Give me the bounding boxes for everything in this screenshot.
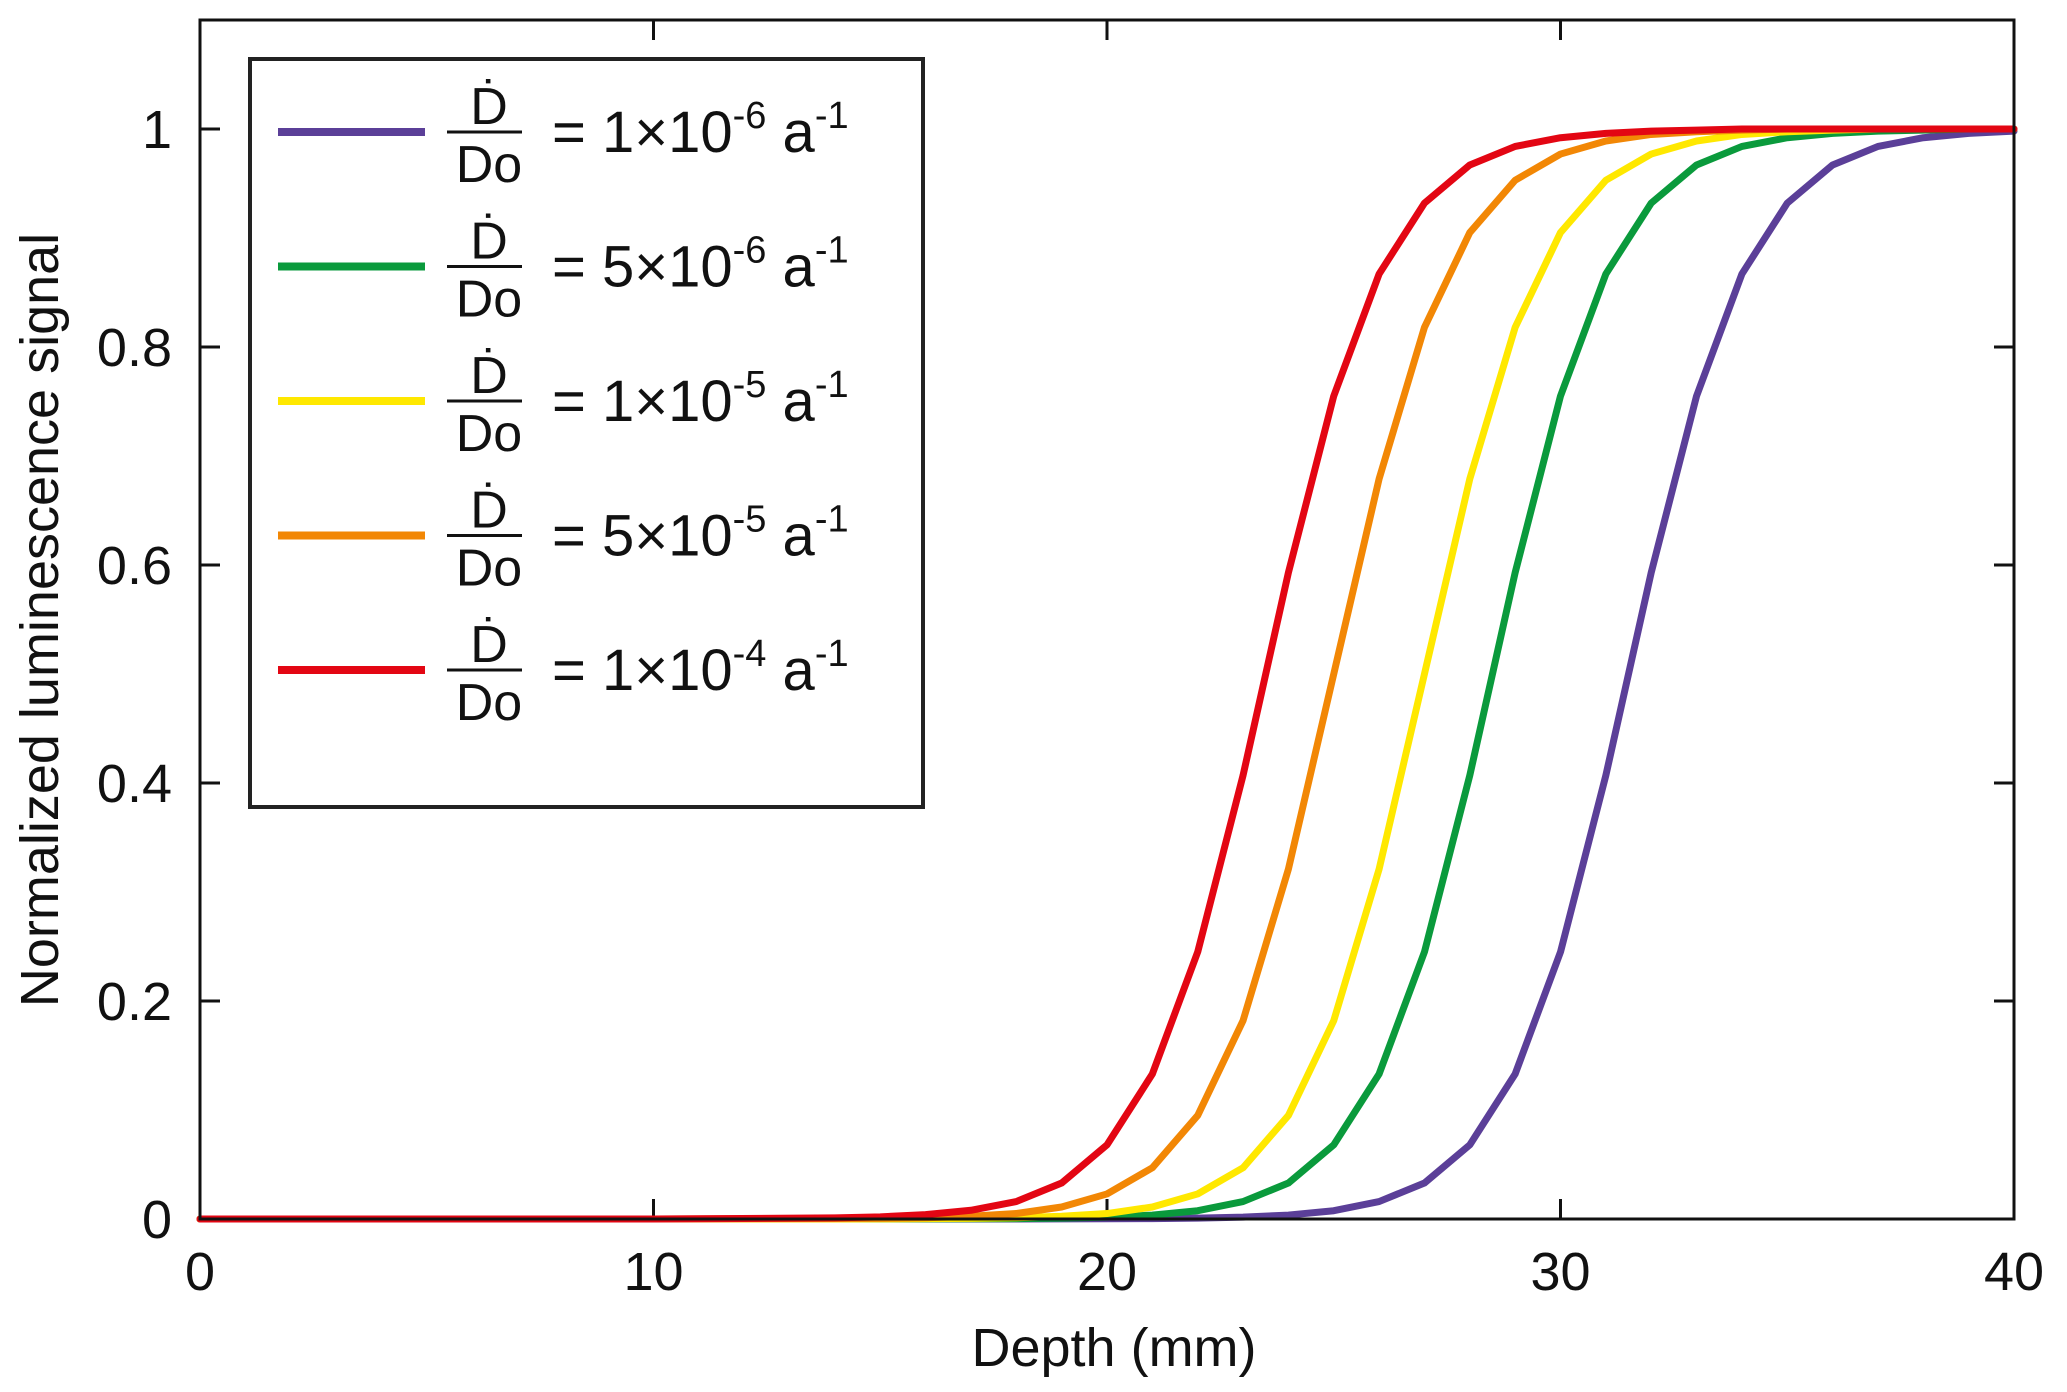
legend-text: 10: [668, 504, 733, 569]
legend-label: = 5×10-5 a-1: [552, 499, 849, 569]
legend-text: a: [766, 638, 815, 703]
tick-labels: 0 10 20 30 40 0 0.2 0.4 0.6 0.8 1: [97, 100, 2044, 1302]
x-axis-label: Depth (mm): [971, 1318, 1256, 1378]
legend-numerator: Ḋ: [470, 616, 508, 674]
plot-frame: [198, 18, 2016, 1221]
legend-label: = 1×10-5 a-1: [552, 364, 849, 434]
legend-entry: ḊDo = 1×10-5 a-1: [278, 347, 849, 463]
legend-label: = 5×10-6 a-1: [552, 230, 849, 300]
legend-label: = 1×10-6 a-1: [552, 95, 849, 165]
x-tick-label: 20: [1077, 1242, 1137, 1302]
legend-text: ×: [634, 100, 668, 165]
legend-superscript: -6: [733, 95, 767, 137]
legend-text: ×: [634, 235, 668, 300]
legend-superscript: -1: [815, 633, 849, 675]
legend-denominator: Do: [456, 540, 522, 598]
x-tick-label: 40: [1984, 1242, 2044, 1302]
series-line-5: [196, 125, 2018, 1223]
legend-denominator: Do: [456, 271, 522, 329]
y-tick-label: 0.8: [97, 318, 172, 378]
legend-denominator: Do: [456, 674, 522, 732]
x-tick-label: 10: [623, 1242, 683, 1302]
legend-superscript: -5: [733, 499, 767, 541]
legend-text: = 5: [552, 235, 634, 300]
legend-entry: ḊDo = 1×10-4 a-1: [278, 616, 849, 732]
y-tick-label: 0.4: [97, 754, 172, 814]
legend-text: = 1: [552, 369, 634, 434]
legend-text: 10: [668, 369, 733, 434]
legend-box: [248, 57, 925, 809]
legend-text: 10: [668, 235, 733, 300]
legend-text: ×: [634, 638, 668, 703]
legend-text: = 1: [552, 638, 634, 703]
legend-entry: ḊDo = 5×10-6 a-1: [278, 213, 849, 329]
legend-text: = 1: [552, 100, 634, 165]
legend-text: a: [766, 504, 815, 569]
x-tick-label: 30: [1530, 1242, 1590, 1302]
legend-text: a: [766, 235, 815, 300]
legend-superscript: -5: [733, 364, 767, 406]
legend-denominator: Do: [456, 405, 522, 463]
y-tick-label: 0.6: [97, 536, 172, 596]
legend-text: a: [766, 369, 815, 434]
y-tick-label: 0: [142, 1190, 172, 1250]
legend-text: = 5: [552, 504, 634, 569]
legend-text: a: [766, 100, 815, 165]
legend-numerator: Ḋ: [470, 347, 508, 405]
legend-superscript: -4: [733, 633, 767, 675]
y-tick-label: 1: [142, 100, 172, 160]
legend-superscript: -1: [815, 95, 849, 137]
legend-numerator: Ḋ: [470, 213, 508, 271]
legend-superscript: -1: [815, 364, 849, 406]
legend-text: 10: [668, 638, 733, 703]
y-tick-label: 0.2: [97, 972, 172, 1032]
legend-denominator: Do: [456, 136, 522, 194]
y-axis-label: Normalized luminescence signal: [10, 233, 70, 1007]
legend-text: 10: [668, 100, 733, 165]
legend-text: ×: [634, 369, 668, 434]
legend-numerator: Ḋ: [470, 482, 508, 540]
legend-superscript: -1: [815, 499, 849, 541]
legend-entry: ḊDo = 5×10-5 a-1: [278, 482, 849, 598]
x-tick-label: 0: [185, 1242, 215, 1302]
legend-entry: ḊDo = 1×10-6 a-1: [278, 78, 849, 194]
legend-label: = 1×10-4 a-1: [552, 633, 849, 703]
legend-numerator: Ḋ: [470, 78, 508, 136]
legend-superscript: -1: [815, 230, 849, 272]
legend-text: ×: [634, 504, 668, 569]
legend-superscript: -6: [733, 230, 767, 272]
